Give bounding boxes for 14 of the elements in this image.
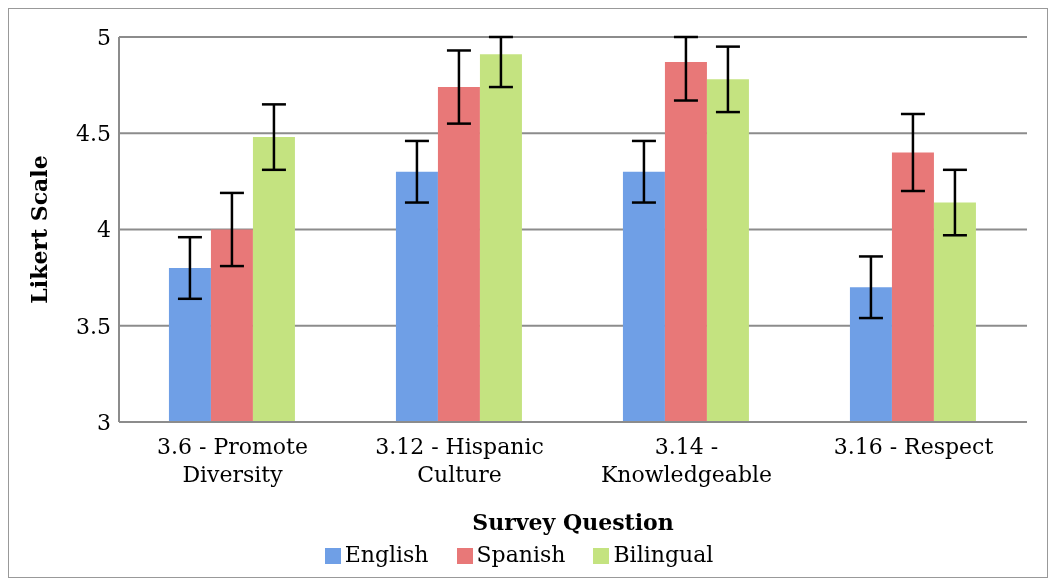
legend-label: English <box>344 542 429 567</box>
y-tick-label: 3.5 <box>76 313 111 339</box>
y-tick-label: 5 <box>97 24 111 50</box>
x-tick-label: 3.6 - Promote Diversity <box>157 434 308 487</box>
legend-label: Bilingual <box>613 542 714 567</box>
legend-label: Spanish <box>476 542 566 567</box>
x-tick-label: 3.14 - Knowledgeable <box>600 434 773 487</box>
y-axis-title: Likert Scale <box>25 155 52 304</box>
x-tick-label: 3.12 - Hispanic Culture <box>375 434 544 487</box>
x-axis-title: Survey Question <box>472 509 674 535</box>
y-tick-label: 4 <box>97 217 111 243</box>
x-tick-label: 3.16 - Respect <box>833 434 994 459</box>
y-tick-label: 3 <box>97 409 111 435</box>
y-tick-label: 4.5 <box>76 121 111 147</box>
